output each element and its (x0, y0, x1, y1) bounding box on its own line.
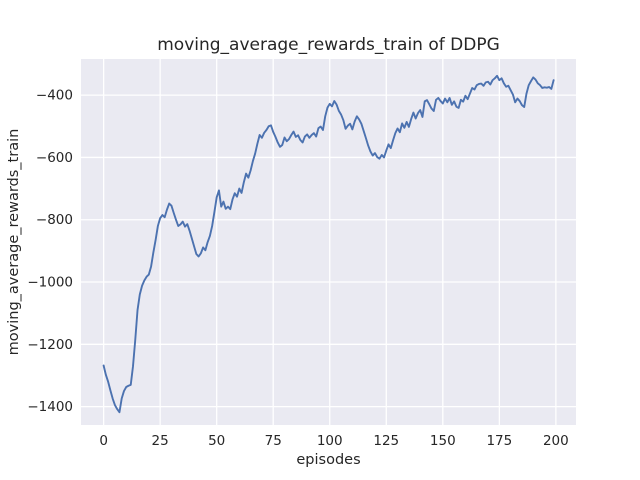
gridlines (81, 59, 576, 425)
x-tick-label: 0 (99, 433, 108, 449)
chart-title: moving_average_rewards_train of DDPG (157, 35, 500, 55)
x-tick-labels: 0 25 50 75 100 125 150 175 200 (99, 433, 568, 449)
y-tick-labels: −400 −600 −800 −1000 −1200 −1400 (27, 88, 73, 415)
x-tick-label: 125 (373, 433, 399, 449)
x-tick-label: 150 (430, 433, 456, 449)
y-tick-label: −800 (36, 212, 73, 228)
series-line-ddpg (102, 74, 555, 414)
y-tick-label: −1000 (27, 275, 73, 291)
y-axis-label: moving_average_rewards_train (6, 128, 22, 356)
x-tick-label: 25 (152, 433, 169, 449)
x-tick-label: 100 (317, 433, 343, 449)
x-tick-label: 75 (265, 433, 282, 449)
x-tick-label: 50 (208, 433, 225, 449)
y-tick-label: −1200 (27, 337, 73, 353)
x-tick-label: 175 (486, 433, 512, 449)
x-tick-label: 200 (543, 433, 569, 449)
y-tick-label: −600 (36, 150, 73, 166)
y-tick-label: −400 (36, 88, 73, 104)
plot-area (81, 59, 576, 425)
x-axis-label: episodes (296, 452, 361, 468)
y-tick-label: −1400 (27, 399, 73, 415)
